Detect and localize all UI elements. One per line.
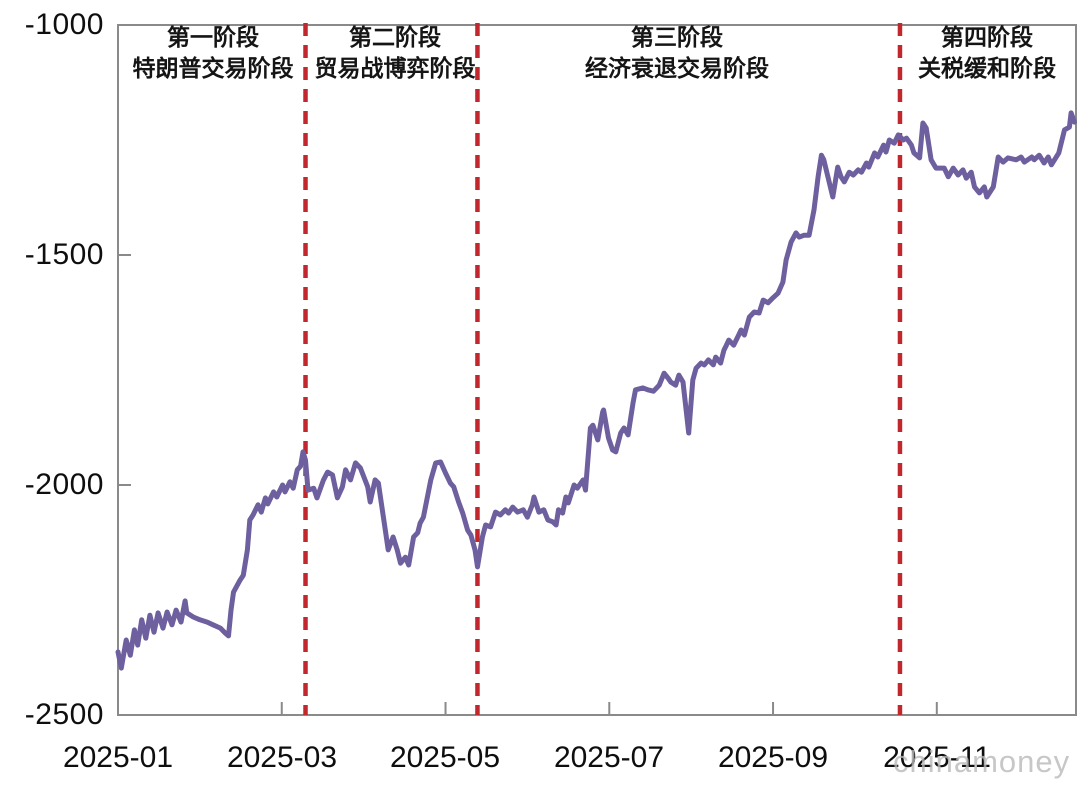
- x-tick-label: 2025-01: [62, 741, 174, 774]
- x-tick-label: 2025-07: [553, 741, 665, 774]
- x-tick-label: 2025-03: [226, 741, 338, 774]
- phase-annotation-4: 第四阶段 关税缓和阶段: [918, 22, 1056, 84]
- phase-annotation-2: 第二阶段 贸易战博弈阶段: [315, 22, 476, 84]
- phase-annotation-3: 第三阶段 经济衰退交易阶段: [585, 22, 769, 84]
- phase-subtitle: 经济衰退交易阶段: [585, 56, 769, 81]
- x-tick-label: 2025-09: [717, 741, 829, 774]
- x-tick-label: 2025-11: [883, 741, 991, 774]
- y-tick-label: -1000: [24, 8, 104, 41]
- plot-frame: [117, 24, 1077, 716]
- y-tick-label: -2000: [24, 468, 104, 501]
- phase-title: 第三阶段: [631, 25, 723, 50]
- y-tick-label: -2500: [24, 698, 104, 731]
- phase-title: 第四阶段: [941, 25, 1033, 50]
- y-tick-label: -1500: [24, 238, 104, 271]
- phase-subtitle: 特朗普交易阶段: [132, 56, 294, 81]
- series-line: [115, 110, 1077, 671]
- phase-subtitle: 关税缓和阶段: [918, 56, 1056, 81]
- phase-subtitle: 贸易战博弈阶段: [314, 56, 476, 81]
- watermark-chinamoney: chinamoney: [893, 744, 1071, 779]
- phase-title: 第一阶段: [167, 25, 259, 50]
- phase-title: 第二阶段: [349, 25, 441, 50]
- phase-annotation-1: 第一阶段 特朗普交易阶段: [133, 22, 294, 84]
- x-tick-label: 2025-05: [389, 741, 501, 774]
